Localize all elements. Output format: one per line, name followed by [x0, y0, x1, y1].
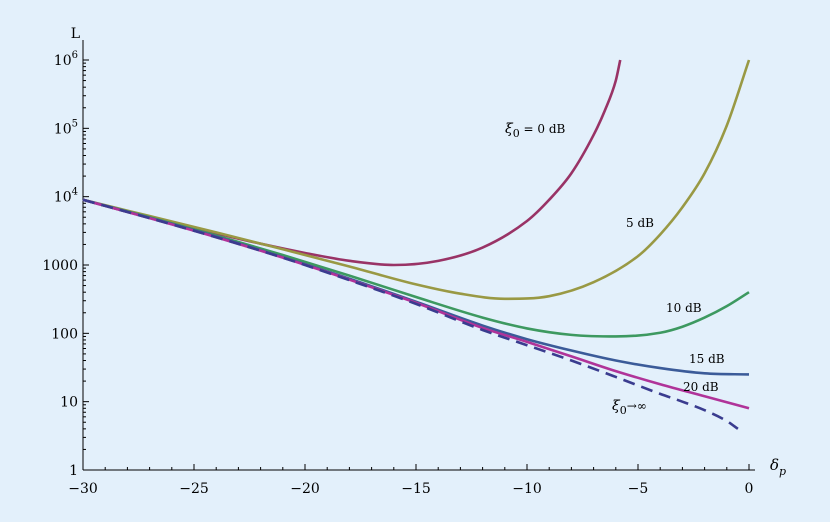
x-axis-title: δp — [770, 456, 786, 478]
y-axis-title: L — [71, 26, 80, 42]
curve-labels: ξ0 = 0 dB 5 dB 10 dB 15 dB 20 dB ξ0→∞ — [505, 121, 725, 417]
y-tick-label: 1000 — [42, 258, 78, 274]
label-10db: 10 dB — [666, 301, 702, 315]
curve-5db — [82, 59, 751, 301]
label-0db: ξ0 = 0 dB — [505, 121, 566, 140]
y-tick-label: 10 — [60, 395, 78, 411]
ticks: −30 −25 −20 −15 −10 −5 0 1 10 100 1000 104 105 106 — [42, 50, 753, 497]
axes: Lδp — [71, 26, 786, 478]
label-15db: 15 dB — [689, 352, 725, 366]
x-tick-label: −25 — [179, 481, 209, 497]
curve-infinity — [82, 198, 739, 430]
x-tick-label: −15 — [401, 481, 431, 497]
label-infinity: ξ0→∞ — [612, 398, 647, 417]
y-tick-label: 106 — [54, 50, 78, 69]
y-tick-label: 1 — [69, 463, 78, 479]
y-tick-label: 104 — [54, 187, 78, 206]
label-20db: 20 dB — [683, 380, 719, 394]
x-tick-label: −10 — [512, 481, 542, 497]
x-tick-label: −30 — [68, 481, 98, 497]
y-tick-label: 100 — [51, 326, 78, 342]
y-tick-label: 105 — [54, 118, 78, 137]
x-tick-label: −5 — [628, 481, 649, 497]
curve-0db — [82, 59, 622, 267]
curves — [82, 59, 751, 430]
x-tick-label: −20 — [290, 481, 320, 497]
label-5db: 5 dB — [626, 216, 654, 230]
x-tick-label: 0 — [745, 481, 754, 497]
